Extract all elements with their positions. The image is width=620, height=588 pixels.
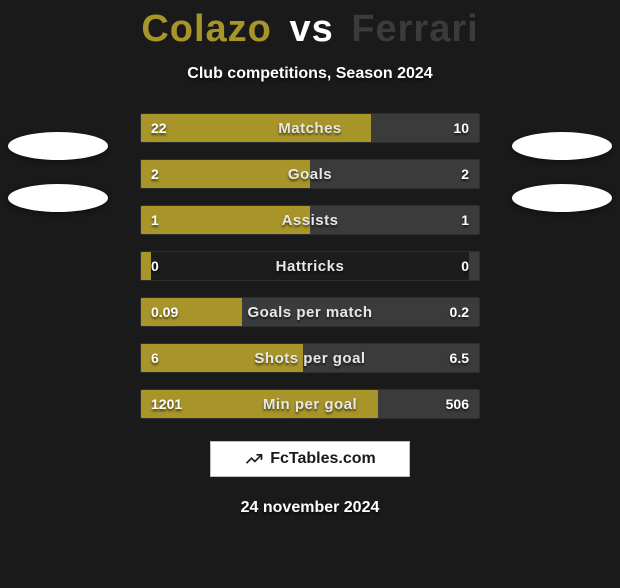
ellipse-placeholder xyxy=(512,184,612,212)
stat-value-right: 506 xyxy=(446,390,469,418)
stat-value-left: 1201 xyxy=(151,390,182,418)
stat-row: Goals2 2 xyxy=(140,159,480,189)
badge-text: FcTables.com xyxy=(270,450,376,468)
stat-row: Matches22 10 xyxy=(140,113,480,143)
stat-value-left: 1 xyxy=(151,206,159,234)
stat-value-right: 0.2 xyxy=(450,298,469,326)
stat-row: Assists1 1 xyxy=(140,205,480,235)
stat-label: Matches xyxy=(141,114,479,142)
stat-row: Goals per match0.09 0.2 xyxy=(140,297,480,327)
stat-label: Goals xyxy=(141,160,479,188)
stat-row: Shots per goal6 6.5 xyxy=(140,343,480,373)
ellipse-placeholder xyxy=(512,132,612,160)
fctables-badge[interactable]: FcTables.com xyxy=(210,441,410,477)
subtitle: Club competitions, Season 2024 xyxy=(0,65,620,83)
stats-container: Matches2210Goals22Assists11Hattricks00Go… xyxy=(140,113,480,419)
stat-value-right: 0 xyxy=(461,252,469,280)
stat-label: Min per goal xyxy=(141,390,479,418)
stat-label: Assists xyxy=(141,206,479,234)
stat-value-left: 0 xyxy=(151,252,159,280)
player1-name: Colazo xyxy=(141,8,272,50)
stat-value-left: 22 xyxy=(151,114,167,142)
date-text: 24 november 2024 xyxy=(0,499,620,517)
stat-label: Shots per goal xyxy=(141,344,479,372)
stat-value-right: 10 xyxy=(453,114,469,142)
stat-label: Hattricks xyxy=(141,252,479,280)
stat-row: Hattricks0 0 xyxy=(140,251,480,281)
ellipse-placeholder xyxy=(8,184,108,212)
chart-icon xyxy=(244,449,264,469)
comparison-title: Colazo vs Ferrari xyxy=(0,8,620,51)
stat-label: Goals per match xyxy=(141,298,479,326)
stat-value-left: 0.09 xyxy=(151,298,178,326)
stat-value-left: 2 xyxy=(151,160,159,188)
stat-value-right: 2 xyxy=(461,160,469,188)
stat-value-left: 6 xyxy=(151,344,159,372)
stat-row: Min per goal1201 506 xyxy=(140,389,480,419)
vs-text: vs xyxy=(289,8,333,50)
stat-value-right: 6.5 xyxy=(450,344,469,372)
ellipse-placeholder xyxy=(8,132,108,160)
player2-name: Ferrari xyxy=(351,8,478,50)
stat-value-right: 1 xyxy=(461,206,469,234)
